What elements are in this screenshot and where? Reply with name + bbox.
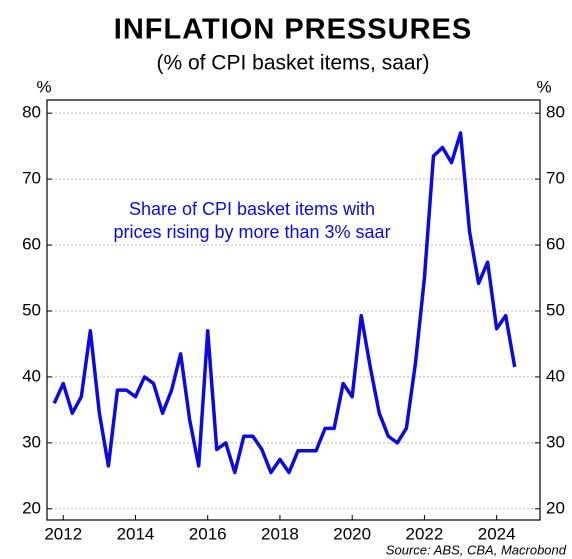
x-tick-label: 2020 [333, 524, 371, 543]
y2-tick-label: 20 [546, 498, 565, 517]
chart-title: INFLATION PRESSURES [114, 14, 472, 46]
y2-tick-label: 40 [546, 366, 565, 385]
y-tick-label: 30 [22, 432, 41, 451]
y2-tick-label: 60 [546, 235, 565, 254]
annotation: prices rising by more than 3% saar [113, 222, 390, 242]
data-line [52, 131, 517, 475]
source: Source: ABS, CBA, Macrobond [386, 542, 567, 557]
annotation: Share of CPI basket items with [129, 199, 375, 219]
y2-tick-label: 30 [546, 432, 565, 451]
x-tick-label: 2024 [478, 524, 516, 543]
x-tick-label: 2018 [261, 524, 299, 543]
y-tick-label: 50 [22, 300, 41, 319]
y2-tick-label: 80 [546, 103, 565, 122]
x-tick-label: 2014 [117, 524, 155, 543]
x-tick-label: 2016 [189, 524, 227, 543]
y-tick-label: 40 [22, 366, 41, 385]
y2-tick-label: 50 [546, 300, 565, 319]
y2-tick-label: 70 [546, 169, 565, 188]
y-tick-label: 80 [22, 103, 41, 122]
y-axis-label: % [36, 77, 51, 96]
x-tick-label: 2012 [44, 524, 82, 543]
y2-axis-label: % [536, 77, 551, 96]
y-tick-label: 60 [22, 235, 41, 254]
y-tick-label: 70 [22, 169, 41, 188]
plot-frame [46, 99, 541, 521]
y-tick-label: 20 [22, 498, 41, 517]
x-tick-label: 2022 [406, 524, 444, 543]
chart-subtitle: (% of CPI basket items, saar) [156, 52, 429, 75]
